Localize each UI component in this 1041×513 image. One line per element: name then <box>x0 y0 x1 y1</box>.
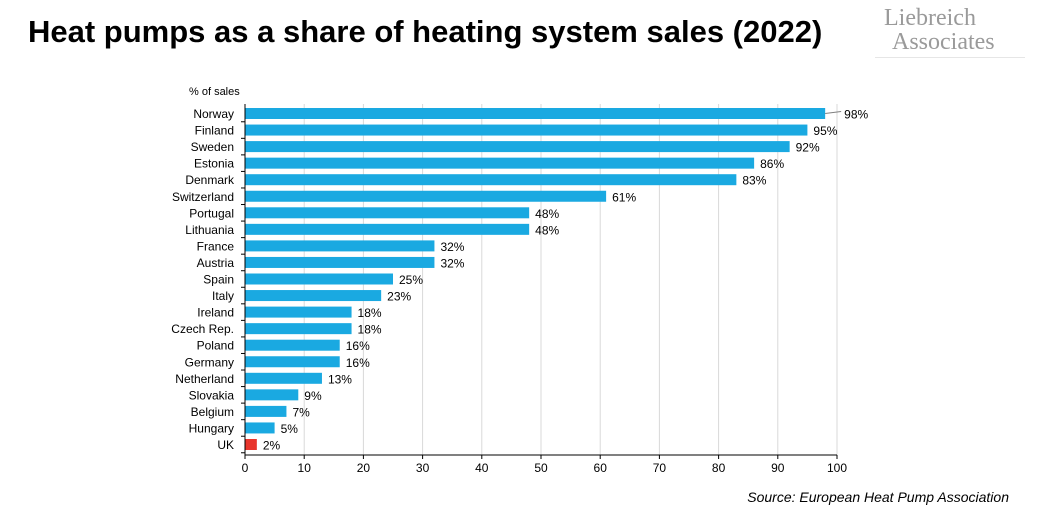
category-label: Italy <box>212 289 234 303</box>
x-tick-label: 80 <box>712 461 726 475</box>
data-labels: 98% 95% 92% 86% 83% 61% 48% 48% 32% 32% 25% 23% 18% 1… <box>263 108 869 453</box>
bar <box>245 141 790 153</box>
category-label: Denmark <box>185 173 235 187</box>
x-tick-label: 20 <box>357 461 371 475</box>
bar <box>245 356 340 368</box>
bar <box>245 207 530 219</box>
data-label: 92% <box>796 141 820 155</box>
category-label: Switzerland <box>172 190 234 204</box>
category-label: Germany <box>185 355 234 369</box>
category-label: Spain <box>203 273 234 287</box>
bar <box>245 157 755 169</box>
category-label: Finland <box>195 124 234 138</box>
data-label: 13% <box>328 372 352 386</box>
data-label: 18% <box>358 323 382 337</box>
x-tick-label: 0 <box>242 461 249 475</box>
x-tick-label: 60 <box>594 461 608 475</box>
category-label: Estonia <box>194 157 234 171</box>
data-label: 61% <box>612 190 636 204</box>
category-label: Sweden <box>191 140 234 154</box>
y-axis-label: % of sales <box>189 86 240 98</box>
bars <box>245 108 826 450</box>
data-label: 23% <box>387 290 411 304</box>
bar <box>245 372 322 384</box>
x-tick-label: 10 <box>298 461 312 475</box>
bar <box>245 223 530 235</box>
data-label: 5% <box>281 422 299 436</box>
category-label: Austria <box>197 256 235 270</box>
logo-line-2: Associates <box>892 29 995 55</box>
category-label: Netherland <box>175 372 234 386</box>
data-label: 86% <box>760 157 784 171</box>
category-label: Slovakia <box>189 388 235 402</box>
logo-divider <box>875 57 1025 58</box>
bar <box>245 339 340 351</box>
category-label: Hungary <box>189 421 234 435</box>
data-label: 25% <box>399 273 423 287</box>
bar <box>245 273 393 285</box>
x-tick-label: 30 <box>416 461 430 475</box>
category-label: Czech Rep. <box>171 322 234 336</box>
chart-title: Heat pumps as a share of heating system … <box>28 14 823 49</box>
bar <box>245 256 435 268</box>
x-axis: 0 10 20 30 40 50 60 70 80 90 100 <box>241 104 847 475</box>
bar <box>245 290 382 302</box>
bar <box>245 422 275 434</box>
data-label: 16% <box>346 356 370 370</box>
category-label: Poland <box>197 339 234 353</box>
bar <box>245 174 737 186</box>
bar <box>245 439 257 450</box>
bar <box>245 190 607 202</box>
logo-line-1: Liebreich <box>884 5 976 31</box>
data-label: 9% <box>304 389 322 403</box>
x-tick-label: 90 <box>771 461 785 475</box>
bar <box>245 240 435 252</box>
data-label: 16% <box>346 339 370 353</box>
data-label: 2% <box>263 439 281 453</box>
category-label: Portugal <box>189 206 234 220</box>
data-label: 18% <box>358 306 382 320</box>
x-tick-label: 70 <box>653 461 667 475</box>
category-label: France <box>197 239 235 253</box>
liebreich-associates-logo: Liebreich Associates <box>884 6 1024 54</box>
data-label: 32% <box>440 256 464 270</box>
bar <box>245 306 352 318</box>
data-label: 98% <box>844 108 868 122</box>
x-tick-label: 40 <box>475 461 489 475</box>
data-label: 7% <box>292 405 310 419</box>
data-label: 95% <box>813 124 837 138</box>
data-label: 48% <box>535 223 559 237</box>
category-label: Lithuania <box>185 223 234 237</box>
category-label: UK <box>217 438 234 452</box>
bar <box>245 323 352 335</box>
x-tick-label: 50 <box>534 461 548 475</box>
bar <box>245 108 826 119</box>
bar <box>245 124 808 136</box>
bar <box>245 389 299 401</box>
data-label: 48% <box>535 207 559 221</box>
x-tick-label: 100 <box>827 461 847 475</box>
leader-line <box>825 111 842 114</box>
category-labels: Norway Finland Sweden Estonia Denmark Switzer… <box>171 107 235 452</box>
bar <box>245 405 287 417</box>
category-label: Norway <box>193 107 234 121</box>
category-label: Belgium <box>191 405 234 419</box>
category-label: Ireland <box>197 306 234 320</box>
data-label: 83% <box>742 174 766 188</box>
source-note: Source: European Heat Pump Association <box>747 489 1009 505</box>
data-label: 32% <box>440 240 464 254</box>
